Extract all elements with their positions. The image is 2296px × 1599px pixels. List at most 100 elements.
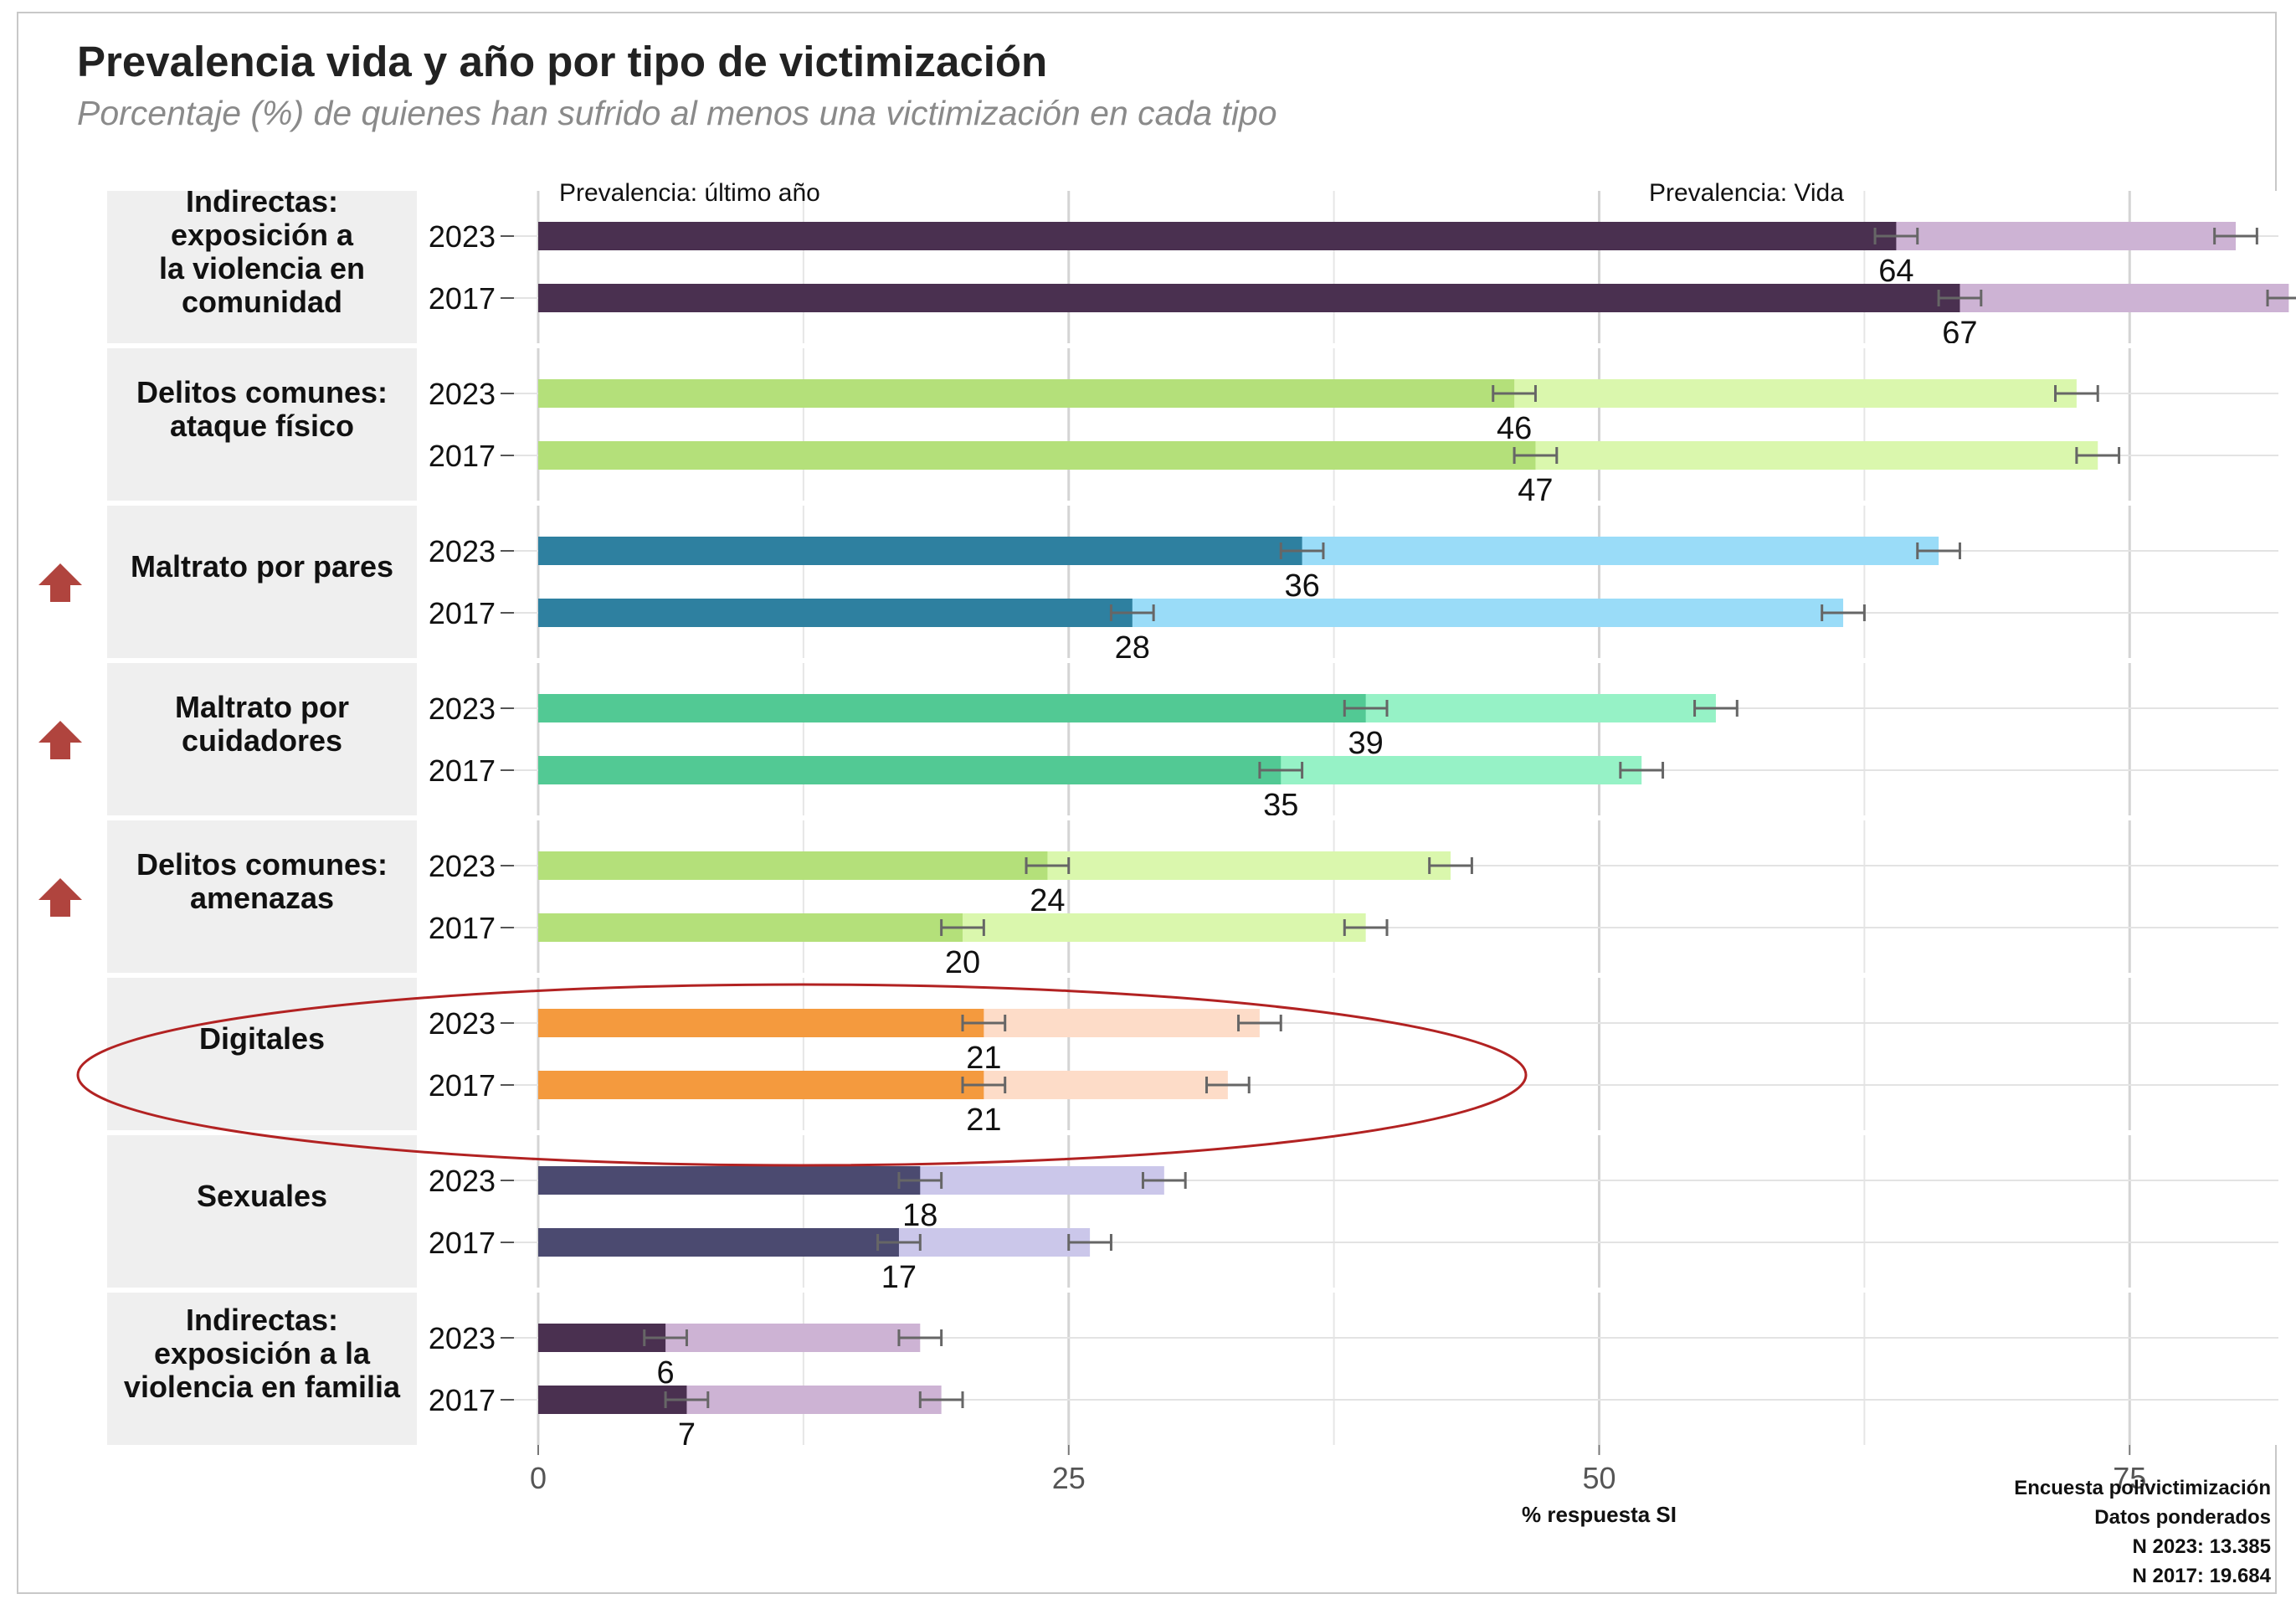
value-label: 36 [1284, 568, 1319, 604]
facet-strip [107, 506, 417, 658]
errorbar-last-year [1492, 385, 1537, 402]
year-label: 2017 [429, 1068, 496, 1103]
bar-last-year [538, 537, 1302, 565]
errorbar-lifetime [1237, 1015, 1282, 1031]
up-arrow-icon [39, 721, 82, 759]
errorbar-lifetime [1693, 700, 1739, 717]
band-separator [109, 343, 2278, 348]
facet-strip [107, 820, 417, 973]
footnote-n-2023: N 2023: 13.385 [2132, 1535, 2271, 1558]
value-label: 39 [1348, 726, 1384, 761]
errorbar-lifetime [1428, 857, 1473, 874]
errorbar-last-year [876, 1234, 922, 1251]
errorbar-lifetime [918, 1391, 964, 1408]
facet-label: Indirectas: exposición a la violencia en co… [159, 184, 365, 319]
facet-label: Indirectas: exposición a la violencia en f… [124, 1303, 401, 1404]
x-tick-label: 25 [1052, 1461, 1086, 1495]
value-label: 7 [678, 1417, 696, 1452]
x-tick-label: 75 [2113, 1461, 2146, 1495]
year-label: 2023 [429, 219, 496, 254]
errorbar-last-year [1279, 542, 1325, 559]
bar-last-year [538, 599, 1133, 627]
bar-last-year [538, 1071, 984, 1099]
year-label: 2023 [429, 849, 496, 883]
facet-label: Maltrato por cuidadores [175, 690, 349, 758]
facet-strip [107, 663, 417, 815]
annotation-last-year: Prevalencia: último año [559, 179, 820, 207]
chart-subtitle: Porcentaje (%) de quienes han sufrido al… [77, 94, 1277, 132]
facet-label: Delitos comunes: ataque físico [136, 375, 388, 443]
bar-last-year [538, 694, 1366, 722]
errorbar-last-year [940, 919, 985, 936]
x-tick-label: 50 [1582, 1461, 1615, 1495]
band-separator [109, 1288, 2278, 1293]
errorbar-last-year [664, 1391, 710, 1408]
errorbar-lifetime [2213, 228, 2258, 244]
errorbar-last-year [1513, 447, 1559, 464]
year-label: 2023 [429, 1006, 496, 1041]
band-separator [109, 501, 2278, 506]
errorbar-last-year [961, 1077, 1007, 1093]
up-arrow-icon [39, 563, 82, 602]
footnote-survey: Encuesta polivictimización [2014, 1477, 2271, 1499]
year-label: 2017 [429, 281, 496, 316]
bar-last-year [538, 756, 1282, 784]
year-label: 2017 [429, 596, 496, 630]
errorbar-last-year [1109, 604, 1155, 621]
bar-last-year [538, 913, 963, 942]
year-label: 2023 [429, 692, 496, 726]
year-label: 2017 [429, 1383, 496, 1417]
year-label: 2017 [429, 439, 496, 473]
errorbar-lifetime [1916, 542, 1961, 559]
footnote-weighted: Datos ponderados [2094, 1506, 2271, 1529]
value-label: 24 [1030, 883, 1065, 918]
bar-last-year [538, 1166, 921, 1195]
footnote-n-2017: N 2017: 19.684 [2132, 1565, 2271, 1587]
bar-last-year [538, 851, 1048, 880]
bar-last-year [538, 222, 1897, 250]
highlight-ellipse [76, 983, 1528, 1167]
x-tick-label: 0 [530, 1461, 547, 1495]
value-label: 6 [657, 1355, 675, 1391]
band-separator [109, 815, 2278, 820]
value-label: 64 [1878, 254, 1913, 289]
errorbar-lifetime [897, 1329, 943, 1346]
value-label: 18 [902, 1198, 937, 1233]
errorbar-last-year [643, 1329, 688, 1346]
year-label: 2017 [429, 753, 496, 788]
bar-last-year [538, 1228, 899, 1257]
errorbar-lifetime [1343, 919, 1389, 936]
band-separator [109, 658, 2278, 663]
chart-title: Prevalencia vida y año por tipo de victi… [77, 38, 1048, 85]
errorbar-last-year [1343, 700, 1389, 717]
x-axis-label: % respuesta SI [1522, 1502, 1677, 1527]
errorbar-lifetime [1141, 1172, 1187, 1189]
errorbar-last-year [961, 1015, 1007, 1031]
up-arrow-icon [39, 878, 82, 917]
errorbar-lifetime [1205, 1077, 1251, 1093]
facet-label: Maltrato por pares [131, 549, 393, 584]
errorbar-lifetime [1067, 1234, 1112, 1251]
errorbar-lifetime [2054, 385, 2099, 402]
year-label: 2017 [429, 1226, 496, 1260]
year-label: 2023 [429, 377, 496, 411]
value-label: 46 [1497, 411, 1532, 446]
year-label: 2023 [429, 1164, 496, 1198]
bar-last-year [538, 379, 1515, 408]
facet-strip [107, 1293, 417, 1445]
errorbar-last-year [1025, 857, 1071, 874]
year-label: 2023 [429, 534, 496, 568]
facet-label: Sexuales [197, 1179, 327, 1213]
errorbar-lifetime [1821, 604, 1866, 621]
errorbar-last-year [1873, 228, 1919, 244]
bar-last-year [538, 1009, 984, 1037]
facet-label: Delitos comunes: amenazas [136, 847, 388, 915]
facet-label: Digitales [199, 1021, 325, 1056]
annotation-lifetime: Prevalencia: Vida [1649, 179, 1844, 207]
year-label: 2017 [429, 911, 496, 945]
errorbar-last-year [897, 1172, 943, 1189]
value-label: 21 [966, 1041, 1001, 1076]
facet-strip [107, 1135, 417, 1288]
year-label: 2023 [429, 1321, 496, 1355]
